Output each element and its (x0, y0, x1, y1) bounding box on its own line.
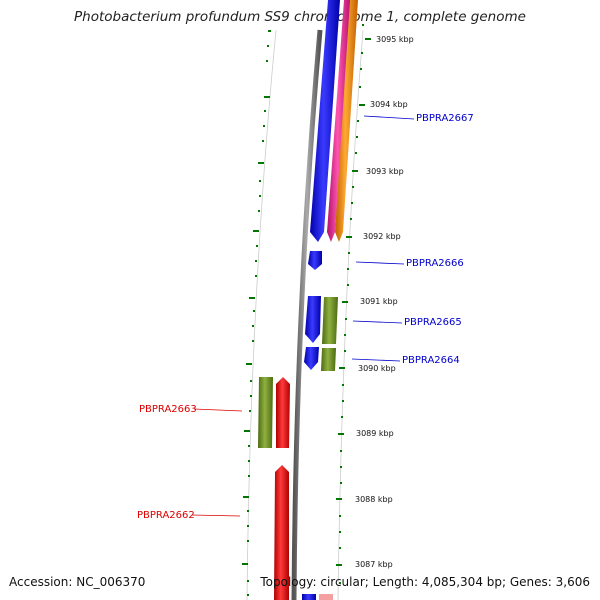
pointer-line-2667 (363, 115, 415, 120)
tick-label: 3090 kbp (358, 364, 396, 373)
gene-arrow-blue-2664[interactable] (304, 347, 319, 370)
gene-bar-orange[interactable] (335, 0, 358, 242)
gene-bar-pink-bottom[interactable] (319, 594, 333, 600)
tick-label: 3091 kbp (360, 297, 398, 306)
gene-label-pbpra2664[interactable]: PBPRA2664 (402, 355, 460, 366)
pointer-line-2666 (355, 261, 405, 265)
topology-text: Topology: circular; Length: 4,085,304 bp… (260, 575, 590, 589)
gene-label-pbpra2663[interactable]: PBPRA2663 (139, 404, 197, 415)
gene-label-pbpra2665[interactable]: PBPRA2665 (404, 317, 462, 328)
tick-label: 3095 kbp (376, 35, 414, 44)
accession-text: Accession: NC_006370 (9, 575, 146, 589)
gene-arrow-blue-2665[interactable] (305, 296, 321, 343)
outer-boundary-left (246, 29, 277, 600)
left-tick-column (242, 30, 271, 596)
right-tick-column (336, 24, 371, 584)
gene-arrow-green-2663[interactable] (258, 377, 273, 448)
gene-arrow-red-2662[interactable] (274, 465, 289, 600)
pointer-line-2663 (193, 408, 243, 412)
gene-bar-blue-bottom[interactable] (302, 594, 316, 600)
pointer-line-2662 (191, 514, 241, 517)
tick-label: 3093 kbp (366, 167, 404, 176)
outer-boundary-right (337, 29, 364, 600)
gene-arrow-green-2665[interactable] (322, 297, 338, 344)
pointer-line-2664 (351, 358, 401, 362)
pointer-line-2665 (352, 320, 403, 324)
tick-label: 3087 kbp (355, 560, 393, 569)
map-title: Photobacterium profundum SS9 chromosome … (74, 9, 526, 25)
tick-label: 3092 kbp (363, 232, 401, 241)
gene-label-pbpra2662[interactable]: PBPRA2662 (137, 510, 195, 521)
tick-label: 3089 kbp (356, 429, 394, 438)
gene-label-pbpra2667[interactable]: PBPRA2667 (416, 113, 474, 124)
gene-label-pbpra2666[interactable]: PBPRA2666 (406, 258, 464, 269)
gene-arrow-red-2663[interactable] (276, 377, 290, 448)
tick-label: 3094 kbp (370, 100, 408, 109)
gene-arrow-green-2664[interactable] (321, 348, 336, 371)
backbone (291, 29, 323, 600)
gene-bar-pink[interactable] (327, 0, 351, 242)
gene-arrow-blue-2666[interactable] (308, 251, 322, 270)
tick-label: 3088 kbp (355, 495, 393, 504)
gene-bar-blue-large[interactable] (310, 0, 340, 242)
